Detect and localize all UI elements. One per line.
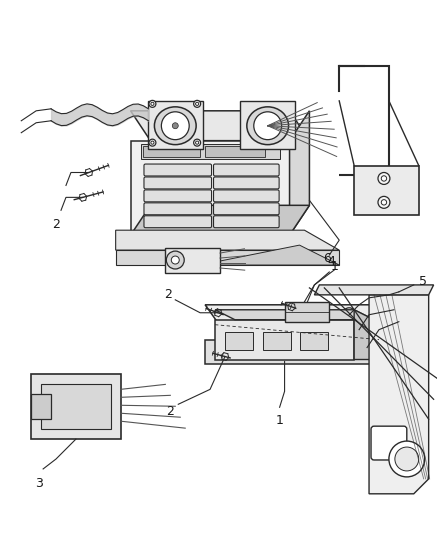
Text: 6: 6 — [323, 252, 331, 265]
Polygon shape — [374, 305, 399, 365]
Circle shape — [364, 344, 370, 351]
Text: 4: 4 — [327, 255, 335, 268]
Polygon shape — [314, 285, 434, 295]
FancyBboxPatch shape — [214, 164, 279, 176]
FancyBboxPatch shape — [371, 426, 407, 460]
Bar — [165, 248, 220, 273]
Polygon shape — [215, 320, 354, 360]
Polygon shape — [285, 302, 329, 322]
Circle shape — [149, 139, 156, 146]
Text: 2: 2 — [164, 288, 172, 301]
Circle shape — [360, 341, 374, 354]
Polygon shape — [200, 245, 339, 265]
Polygon shape — [354, 166, 419, 215]
Bar — [263, 332, 290, 350]
Text: 5: 5 — [419, 276, 427, 288]
FancyBboxPatch shape — [214, 177, 279, 189]
Polygon shape — [31, 394, 51, 419]
Circle shape — [166, 251, 184, 269]
Circle shape — [342, 308, 356, 322]
Bar — [144, 146, 200, 157]
Circle shape — [356, 327, 362, 333]
Circle shape — [161, 112, 189, 140]
Bar — [205, 146, 265, 157]
Text: 3: 3 — [35, 477, 43, 490]
Text: 2: 2 — [52, 218, 60, 231]
Polygon shape — [205, 340, 374, 365]
Circle shape — [194, 100, 201, 107]
Circle shape — [378, 173, 390, 184]
FancyBboxPatch shape — [214, 203, 279, 215]
Bar — [240, 101, 294, 149]
FancyBboxPatch shape — [144, 203, 212, 215]
Ellipse shape — [247, 107, 289, 144]
Circle shape — [381, 200, 387, 205]
Polygon shape — [131, 205, 309, 235]
Polygon shape — [41, 384, 111, 429]
Circle shape — [196, 141, 199, 144]
Text: 2: 2 — [166, 405, 174, 418]
Polygon shape — [141, 144, 279, 158]
Circle shape — [172, 123, 178, 129]
Polygon shape — [116, 230, 339, 250]
Circle shape — [151, 102, 154, 106]
Polygon shape — [354, 310, 374, 360]
Polygon shape — [116, 250, 339, 265]
Text: 1: 1 — [276, 414, 283, 427]
Circle shape — [151, 141, 154, 144]
Circle shape — [352, 322, 366, 337]
Bar — [225, 332, 253, 350]
Circle shape — [171, 256, 179, 264]
FancyBboxPatch shape — [214, 216, 279, 228]
Polygon shape — [131, 111, 309, 141]
Polygon shape — [290, 111, 309, 235]
Polygon shape — [205, 305, 399, 340]
Polygon shape — [369, 295, 429, 494]
Circle shape — [395, 447, 419, 471]
Bar — [148, 101, 203, 149]
FancyBboxPatch shape — [214, 190, 279, 202]
Polygon shape — [131, 141, 290, 235]
Text: 1: 1 — [330, 260, 338, 273]
Circle shape — [149, 100, 156, 107]
Polygon shape — [215, 310, 374, 320]
Polygon shape — [31, 375, 120, 439]
Circle shape — [381, 176, 387, 181]
Circle shape — [346, 312, 352, 318]
FancyBboxPatch shape — [144, 177, 212, 189]
Circle shape — [194, 139, 201, 146]
Circle shape — [254, 112, 282, 140]
FancyBboxPatch shape — [144, 190, 212, 202]
Ellipse shape — [155, 107, 196, 144]
FancyBboxPatch shape — [144, 164, 212, 176]
Circle shape — [389, 441, 425, 477]
FancyBboxPatch shape — [144, 216, 212, 228]
Circle shape — [196, 102, 199, 106]
Bar — [300, 332, 328, 350]
Circle shape — [378, 196, 390, 208]
